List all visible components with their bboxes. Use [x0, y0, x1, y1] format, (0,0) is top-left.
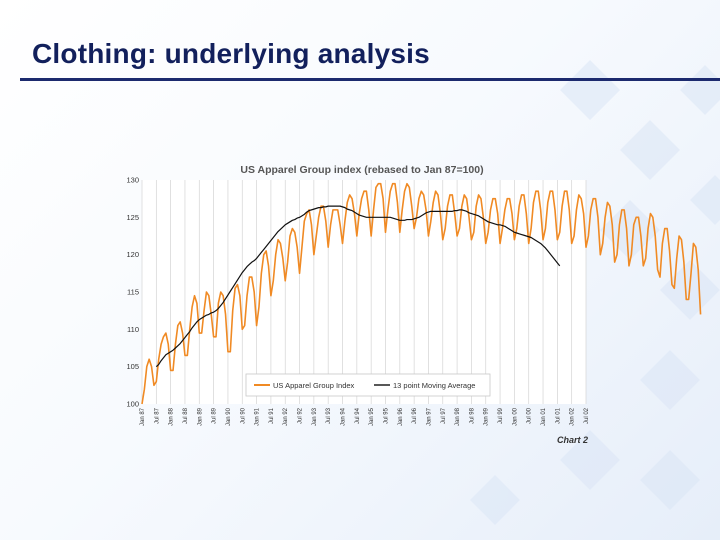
y-tick-label: 130 [126, 176, 139, 185]
x-tick-label: Jan 98 [455, 407, 461, 426]
legend: US Apparel Group Index 13 point Moving A… [245, 373, 491, 397]
x-tick-label: Jul 93 [326, 407, 332, 424]
y-tick-label: 105 [126, 362, 139, 371]
x-tick-label: Jul 88 [183, 407, 189, 424]
series-lines [141, 182, 702, 405]
x-tick-label: Jul 94 [355, 407, 361, 424]
x-tick-label: Jan 92 [283, 407, 289, 426]
x-tick-label: Jul 01 [555, 407, 561, 424]
y-tick-label: 115 [127, 288, 139, 297]
y-tick-label: 110 [127, 325, 139, 334]
x-tick-label: Jan 99 [484, 407, 490, 426]
x-tick-label: Jan 01 [541, 407, 547, 426]
plot-area [142, 180, 586, 404]
x-tick-label: Jul 96 [412, 407, 418, 424]
x-tick-label: Jan 96 [398, 407, 404, 426]
x-tick-label: Jan 94 [341, 407, 347, 426]
x-tick-label: Jan 88 [169, 407, 175, 426]
x-tick-label: Jul 89 [212, 407, 218, 424]
x-tick-label: Jan 93 [312, 407, 318, 426]
y-axis-ticks: 100 105 110 115 120 125 130 [126, 176, 139, 409]
series-line-moving-average [155, 205, 561, 368]
x-tick-label: Jan 89 [197, 407, 203, 426]
title-divider [20, 78, 720, 81]
x-tick-label: Jul 97 [441, 407, 447, 424]
series-line-index [141, 182, 702, 405]
x-tick-label: Jul 00 [527, 407, 533, 424]
legend-box [245, 373, 491, 397]
x-tick-label: Jul 87 [154, 407, 160, 424]
vertical-gridlines [141, 180, 587, 404]
x-tick-label: Jan 02 [570, 407, 576, 426]
x-tick-label: Jul 99 [498, 407, 504, 424]
y-tick-label: 125 [126, 213, 139, 222]
x-tick-label: Jul 02 [584, 407, 590, 424]
x-tick-label: Jan 00 [512, 407, 518, 426]
x-tick-label: Jan 97 [426, 407, 432, 426]
y-tick-label: 120 [126, 250, 139, 259]
legend-label-index: US Apparel Group Index [273, 381, 355, 390]
x-tick-label: Jan 91 [255, 407, 261, 426]
chart-caption: Chart 2 [557, 435, 588, 445]
x-tick-label: Jul 91 [269, 407, 275, 424]
x-tick-label: Jul 90 [240, 407, 246, 424]
legend-label-moving-average: 13 point Moving Average [393, 381, 475, 390]
y-tick-label: 100 [126, 400, 139, 409]
x-tick-label: Jul 98 [469, 407, 475, 424]
x-tick-label: Jan 87 [140, 407, 146, 426]
chart-title: US Apparel Group index (rebased to Jan 8… [240, 164, 483, 176]
x-tick-label: Jan 95 [369, 407, 375, 426]
x-axis-ticks: Jan 87 Jul 87 Jan 88 Jul 88 Jan 89 Jul 89 Jan … [140, 407, 590, 426]
x-tick-label: Jul 95 [383, 407, 389, 424]
x-tick-label: Jan 90 [226, 407, 232, 426]
page-title: Clothing: underlying analysis [32, 38, 430, 69]
x-tick-label: Jul 92 [298, 407, 304, 424]
